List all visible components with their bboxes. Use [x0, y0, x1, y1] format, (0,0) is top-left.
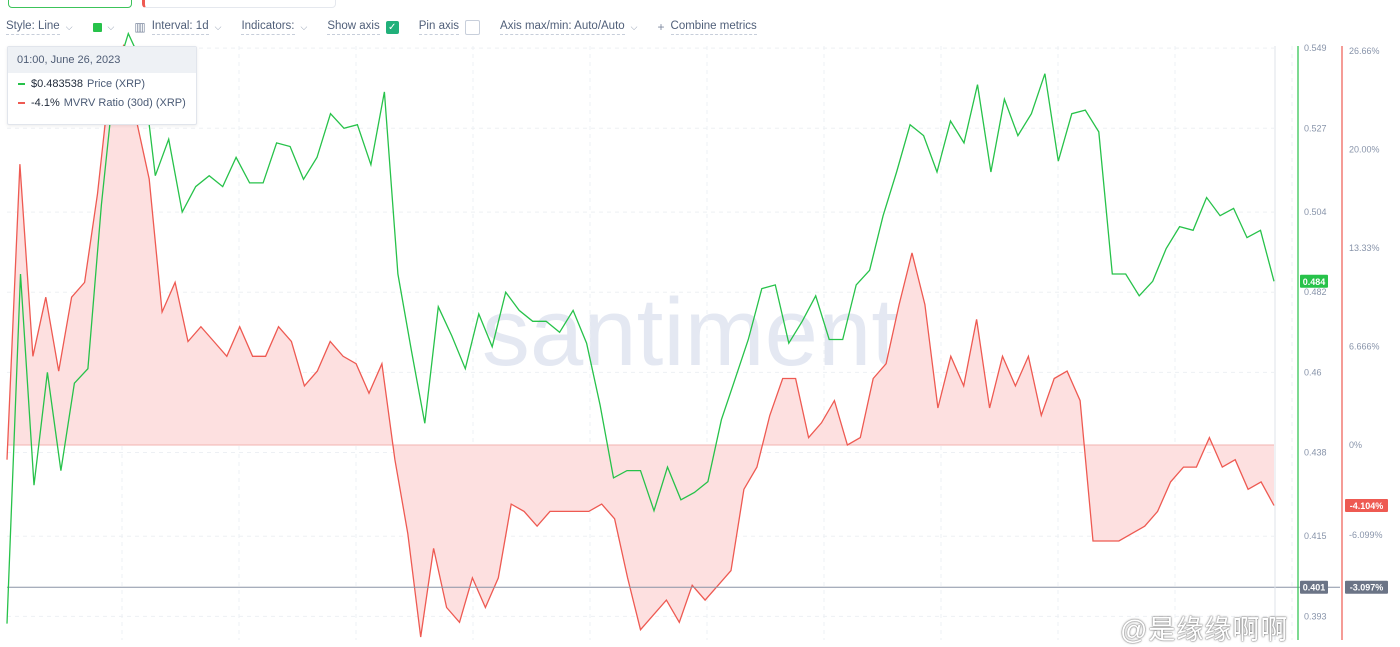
- color-swatch: [92, 22, 102, 32]
- mvrv-current-badge-bg: [1345, 499, 1388, 513]
- show-axis-label: Show axis: [327, 20, 380, 35]
- credit-watermark: @是缘缘啊啊: [1120, 615, 1289, 645]
- mvrv-axis-tick: 6.666%: [1349, 341, 1380, 351]
- empty-checkbox[interactable]: [465, 19, 481, 35]
- chevron-down-icon: ⌵: [300, 21, 308, 32]
- price-current-badge: 0.484: [1303, 277, 1326, 287]
- color-dropdown[interactable]: ⌵: [92, 21, 115, 33]
- tooltip-mvrv-row: -4.1% MVRV Ratio (30d) (XRP): [8, 95, 196, 111]
- tooltip-mvrv-value: -4.1%: [31, 97, 60, 109]
- price-metric-chip[interactable]: [8, 0, 132, 8]
- pin-axis-label: Pin axis: [418, 20, 460, 35]
- price-axis-tick: 0.482: [1304, 287, 1327, 297]
- price-axis-tick: 0.438: [1304, 447, 1327, 457]
- mvrv-axis-tick: 0%: [1349, 440, 1362, 450]
- price-reference-badge-bg: [1300, 580, 1328, 594]
- show-axis-toggle[interactable]: Show axis ✓: [327, 20, 399, 35]
- price-axis-tick: 0.46: [1304, 367, 1322, 377]
- pin-axis-toggle[interactable]: Pin axis: [418, 19, 481, 35]
- mvrv-reference-badge-bg: [1345, 580, 1388, 594]
- price-reference-badge: 0.401: [1303, 583, 1326, 593]
- chart-toolbar: Style: Line ⌵ ⌵ ▥ Interval: 1d ⌵ Indicat…: [6, 14, 1394, 40]
- price-axis-tick: 0.527: [1304, 123, 1327, 133]
- tooltip-date: 01:00, June 26, 2023: [8, 47, 196, 73]
- tooltip-price-row: $0.483538 Price (XRP): [8, 76, 196, 92]
- mvrv-axis-tick: 26.66%: [1349, 46, 1380, 56]
- chart-tooltip: 01:00, June 26, 2023 $0.483538 Price (XR…: [7, 46, 197, 125]
- chevron-down-icon: ⌵: [630, 21, 638, 32]
- mvrv-axis-tick: -6.099%: [1349, 530, 1383, 540]
- style-label: Style: Line: [6, 20, 60, 35]
- tooltip-price-label: Price (XRP): [87, 78, 146, 90]
- price-axis-tick: 0.504: [1304, 207, 1327, 217]
- checkmark-icon[interactable]: ✓: [385, 20, 399, 34]
- tooltip-mvrv-label: MVRV Ratio (30d) (XRP): [63, 97, 186, 109]
- plus-icon: +: [657, 20, 665, 34]
- price-axis-tick: 0.393: [1304, 611, 1327, 621]
- price-current-badge-bg: [1300, 274, 1328, 288]
- interval-label: Interval: 1d: [151, 20, 209, 35]
- mvrv-legend-mark: [18, 102, 25, 104]
- style-dropdown[interactable]: Style: Line ⌵: [6, 20, 73, 35]
- chevron-down-icon: ⌵: [107, 21, 115, 32]
- calendar-icon: ▥: [134, 20, 146, 34]
- axis-minmax-dropdown[interactable]: Axis max/min: Auto/Auto ⌵: [500, 20, 638, 35]
- indicators-label: Indicators:: [241, 20, 295, 35]
- interval-dropdown[interactable]: ▥ Interval: 1d ⌵: [134, 20, 221, 35]
- combine-label: Combine metrics: [670, 20, 757, 35]
- mvrv-reference-badge: -3.097%: [1350, 583, 1384, 593]
- price-legend-mark: [18, 83, 25, 85]
- indicators-dropdown[interactable]: Indicators: ⌵: [241, 20, 307, 35]
- mvrv-axis-tick: 20.00%: [1349, 144, 1380, 154]
- mvrv-current-badge: -4.104%: [1350, 501, 1384, 511]
- santiment-watermark: santiment: [482, 279, 898, 386]
- metric-chips: [8, 0, 336, 8]
- mvrv-line: [6, 43, 1275, 638]
- chevron-down-icon: ⌵: [65, 21, 73, 32]
- tooltip-price-value: $0.483538: [31, 78, 83, 90]
- price-line: [6, 31, 1275, 624]
- mvrv-metric-chip[interactable]: [142, 0, 336, 8]
- combine-metrics-button[interactable]: + Combine metrics: [658, 20, 757, 35]
- axis-minmax-label: Axis max/min: Auto/Auto: [500, 20, 625, 35]
- mvrv-axis-tick: 13.33%: [1349, 243, 1380, 253]
- chart-axes: 0.549 0.527 0.504 0.482 0.46 0.438 0.415 0.393 2…: [1274, 43, 1388, 640]
- chevron-down-icon: ⌵: [214, 21, 222, 32]
- price-axis-tick: 0.415: [1304, 531, 1327, 541]
- price-axis-tick: 0.549: [1304, 43, 1327, 53]
